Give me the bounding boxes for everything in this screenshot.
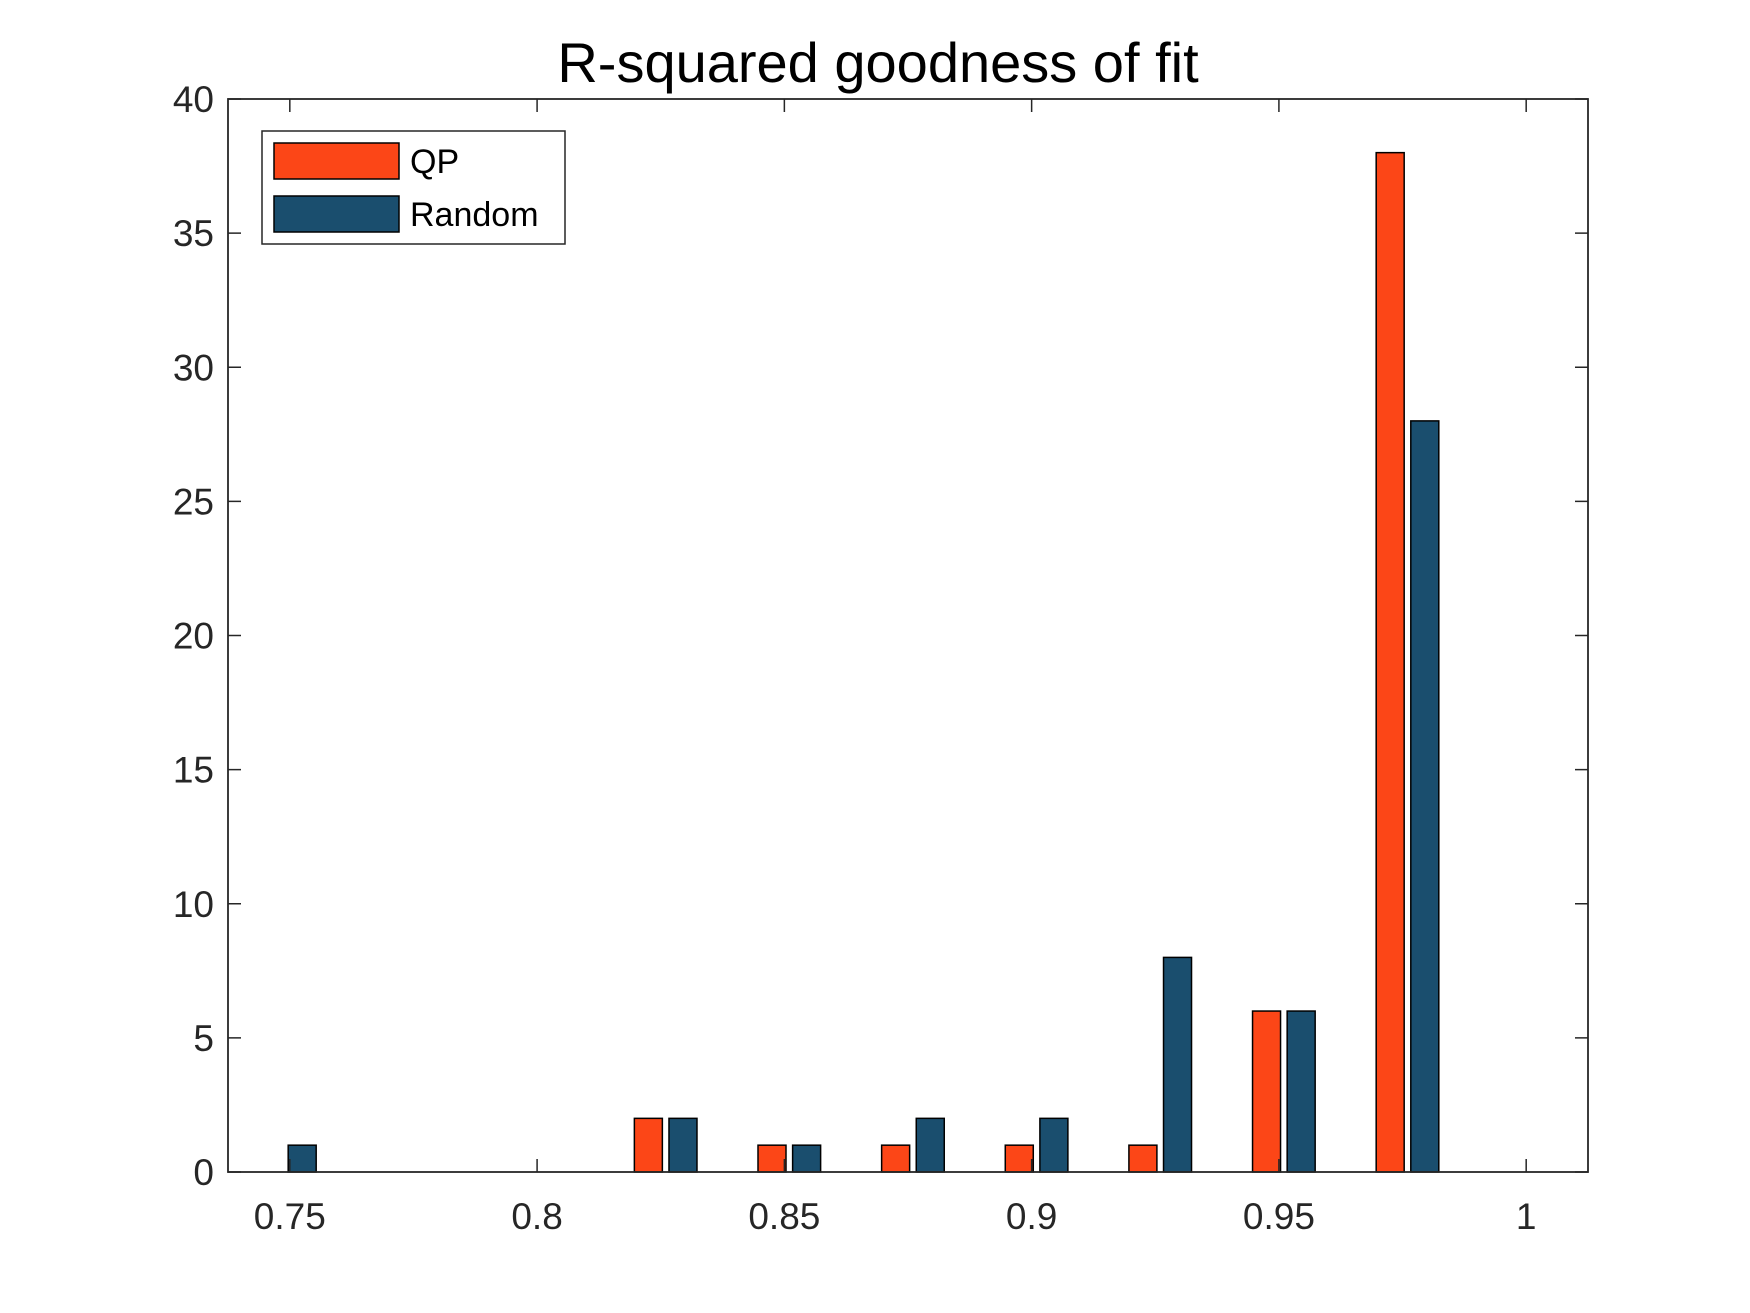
y-tick-label: 10 <box>173 884 214 925</box>
bar-qp-3 <box>1004 1144 1035 1173</box>
bar-random-2 <box>791 1144 822 1173</box>
legend-label-qp: QP <box>410 143 459 181</box>
x-tick-label: 0.75 <box>254 1196 326 1237</box>
bar-random-6 <box>1286 1010 1316 1173</box>
x-tick-label: 0.85 <box>748 1196 820 1237</box>
x-tick-label: 0.95 <box>1243 1196 1315 1237</box>
plot-background <box>228 99 1588 1172</box>
legend-swatch-random <box>273 195 400 233</box>
y-tick-label: 5 <box>193 1018 214 1059</box>
y-tick-label: 20 <box>173 616 214 657</box>
bar-qp-1 <box>757 1144 787 1173</box>
y-tick-label: 25 <box>173 481 214 522</box>
bar-qp-2 <box>880 1144 911 1173</box>
bar-qp-5 <box>1251 1010 1282 1173</box>
chart-title: R-squared goodness of fit <box>557 31 1199 94</box>
bar-qp-4 <box>1128 1144 1158 1173</box>
y-tick-label: 0 <box>193 1152 214 1193</box>
x-tick-label: 0.8 <box>511 1196 562 1237</box>
y-tick-label: 35 <box>173 213 214 254</box>
x-tick-label: 1 <box>1516 1196 1537 1237</box>
bar-qp-6 <box>1375 151 1405 1173</box>
bar-random-0 <box>287 1144 317 1173</box>
plot-area <box>228 99 1588 1172</box>
bar-random-3 <box>915 1117 946 1173</box>
bars-group <box>287 151 1440 1173</box>
bar-random-7 <box>1410 420 1440 1173</box>
legend-swatch-qp <box>273 142 400 180</box>
legend: QP Random <box>261 130 566 245</box>
bar-random-5 <box>1162 956 1193 1173</box>
bar-qp-0 <box>633 1117 664 1173</box>
bar-random-1 <box>668 1117 698 1173</box>
bar-random-4 <box>1039 1117 1069 1173</box>
x-tick-label: 0.9 <box>1006 1196 1057 1237</box>
y-tick-label: 15 <box>173 750 214 791</box>
y-tick-label: 30 <box>173 347 214 388</box>
y-tick-label: 40 <box>173 79 214 120</box>
legend-label-random: Random <box>410 196 539 234</box>
